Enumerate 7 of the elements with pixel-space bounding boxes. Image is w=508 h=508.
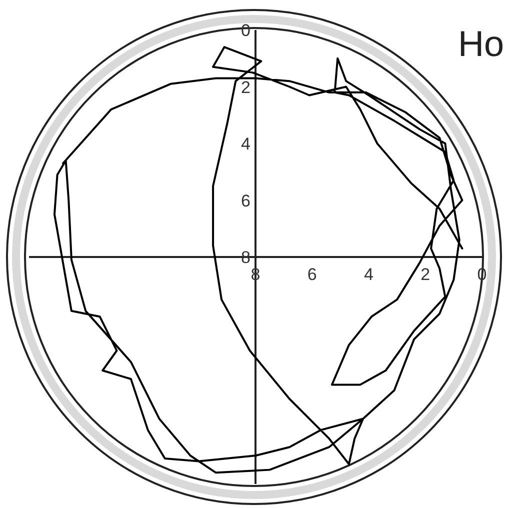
y-tick-label: 6 xyxy=(241,191,250,210)
x-tick-label: 4 xyxy=(364,265,374,284)
y-tick-label: 4 xyxy=(241,134,250,154)
chart-title: Ho xyxy=(458,23,504,64)
x-tick-label: 2 xyxy=(420,265,430,284)
y-tick-label: 2 xyxy=(241,78,250,97)
x-tick-label: 6 xyxy=(307,265,317,284)
